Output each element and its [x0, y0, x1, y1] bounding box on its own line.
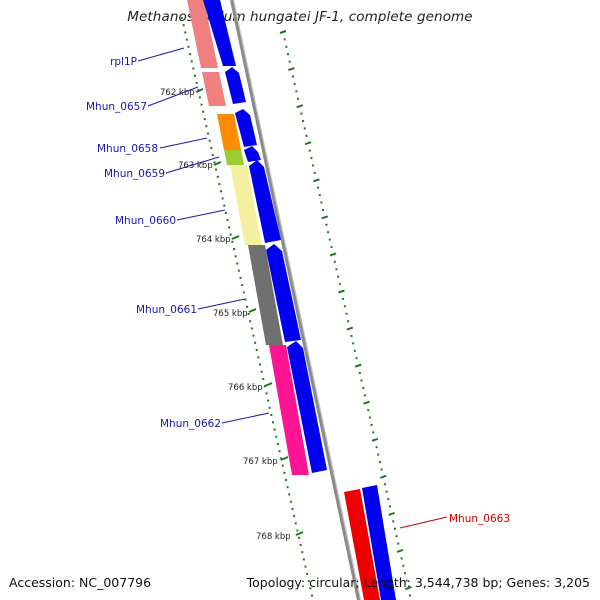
leader-line-Mhun_0660: [176, 209, 226, 221]
tick-mark-767: [280, 456, 289, 461]
outer-scale-dot: [296, 104, 304, 109]
gene-label-Mhun_0660: Mhun_0660: [115, 215, 176, 227]
tick-label-764: 764 kbp: [196, 235, 231, 245]
gene-block-Mhun_0659: [224, 150, 244, 165]
tick-mark-762: [195, 88, 204, 93]
strand-arrow-rpl1P: [203, 0, 236, 66]
leader-lines: [137, 47, 448, 529]
strand-arrows: [203, 0, 396, 600]
strand-arrow-Mhun_0658: [235, 109, 257, 147]
gene-label-Mhun_0657: Mhun_0657: [86, 101, 147, 113]
gene-block-Mhun_0662: [269, 345, 309, 475]
outer-scale-dot: [304, 141, 312, 146]
gene-label-Mhun_0659: Mhun_0659: [104, 168, 165, 180]
gene-block-Mhun_0660: [230, 165, 262, 245]
genome-backbone: [230, 0, 361, 600]
gene-block-Mhun_0661: [248, 245, 283, 345]
tick-mark-764: [231, 235, 240, 240]
gene-label-Mhun_0663: Mhun_0663: [449, 513, 510, 525]
strand-arrow-Mhun_0663: [362, 485, 396, 600]
leader-line-Mhun_0663: [399, 516, 448, 529]
inner-scale: 762 kbp 763 kbp 764 kbp 765 kbp 766 kbp …: [160, 17, 313, 597]
gene-label-Mhun_0658: Mhun_0658: [97, 143, 158, 155]
gene-label-Mhun_0662: Mhun_0662: [160, 418, 221, 430]
leader-line-Mhun_0662: [221, 412, 270, 424]
strand-arrow-Mhun_0657: [225, 67, 246, 104]
gene-labels: rpl1P Mhun_0657 Mhun_0658 Mhun_0659 Mhun…: [86, 56, 510, 525]
outer-scale-dot: [338, 289, 345, 294]
strand-arrow-Mhun_0660: [249, 160, 281, 243]
leader-line-rpl1P: [137, 47, 185, 62]
outer-scale-dot: [363, 400, 370, 405]
outer-scale-dot: [404, 586, 412, 591]
outer-scale-dot: [354, 363, 362, 368]
accession-text: Accession: NC_007796: [9, 575, 152, 590]
strand-arrow-Mhun_0659: [244, 146, 261, 162]
outer-scale-dot: [379, 474, 387, 479]
gene-block-rpl1P: [187, 0, 218, 68]
outer-scale-dot: [371, 437, 379, 442]
gene-label-Mhun_0661: Mhun_0661: [136, 304, 197, 316]
gene-block-Mhun_0658: [217, 114, 241, 150]
strand-arrow-Mhun_0662: [287, 341, 327, 473]
tick-mark-768: [295, 531, 304, 536]
tick-label-765: 765 kbp: [213, 309, 248, 319]
outer-scale-dot: [321, 215, 329, 220]
tick-label-762: 762 kbp: [160, 88, 195, 98]
outer-scale-dot: [396, 549, 404, 553]
outer-scale-dot: [388, 511, 395, 516]
outer-scale-dot: [313, 178, 320, 183]
tick-label-768: 768 kbp: [256, 532, 291, 542]
outer-scale-dot: [279, 30, 287, 34]
leader-line-Mhun_0659: [165, 156, 220, 174]
gene-label-rpl1P: rpl1P: [110, 56, 137, 68]
leader-line-Mhun_0661: [197, 298, 246, 310]
leader-line-Mhun_0658: [159, 137, 208, 149]
gene-block-Mhun_0657: [202, 72, 226, 106]
tick-mark-766: [264, 382, 273, 387]
strand-arrow-Mhun_0661: [266, 244, 301, 342]
tick-mark-765: [248, 308, 257, 313]
genome-backbone-highlight: [233, 0, 361, 600]
tick-label-767: 767 kbp: [243, 457, 278, 467]
leader-line-Mhun_0657: [147, 86, 199, 107]
genome-summary-text: Topology: circular; Length: 3,544,738 bp…: [246, 575, 590, 590]
tick-mark-763: [213, 161, 222, 166]
tick-label-766: 766 kbp: [228, 383, 263, 393]
outer-scale-dot: [288, 67, 295, 72]
outer-scale-dot: [329, 252, 337, 257]
gene-blocks: [187, 0, 380, 600]
gene-block-Mhun_0663: [344, 489, 380, 600]
tick-label-763: 763 kbp: [178, 161, 213, 171]
outer-scale-dot: [346, 326, 354, 331]
outer-scale: [279, 30, 412, 597]
